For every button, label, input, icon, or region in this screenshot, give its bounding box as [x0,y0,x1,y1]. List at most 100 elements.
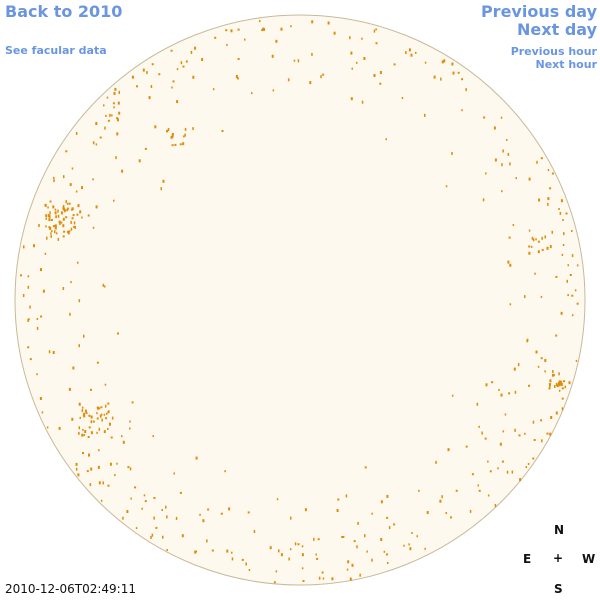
facula-mark [138,159,141,163]
facula-mark [117,101,120,105]
facula-mark [550,416,553,419]
previous-hour-link[interactable]: Previous hour [510,45,597,58]
facula-mark [532,420,535,424]
facula-mark [562,244,565,246]
facula-mark [517,363,520,367]
facula-mark [357,521,359,525]
facula-mark [118,111,121,115]
facula-mark [62,235,65,238]
facula-mark [526,338,529,342]
facula-mark [207,508,210,511]
facula-mark [514,428,516,432]
facula-mark [220,512,223,515]
facula-mark [212,88,215,91]
facula-mark [502,430,505,433]
facula-mark [106,96,109,99]
facula-mark [244,38,246,41]
facula-mark [540,295,543,298]
facula-mark [65,200,67,204]
facula-mark [74,225,76,229]
facula-mark [192,127,194,131]
facula-mark [512,224,515,226]
facula-mark [50,234,52,238]
facula-mark [23,245,25,249]
facula-mark [52,205,55,209]
facula-mark [373,74,376,77]
back-to-year-link[interactable]: Back to 2010 [5,2,123,21]
previous-day-link[interactable]: Previous day [480,2,597,21]
facula-mark [69,183,72,187]
facula-mark [103,413,106,416]
facula-mark [568,381,571,385]
facula-mark [313,537,315,541]
facula-mark [99,136,102,139]
facula-mark [87,214,90,217]
facula-mark [457,71,460,74]
facula-mark [29,358,32,361]
facula-mark [90,420,93,424]
facula-mark [150,536,152,539]
facula-mark [107,402,110,405]
facula-mark [345,494,348,498]
facula-mark [78,402,81,406]
facula-mark [68,230,71,233]
compass-west-label: W [582,552,596,566]
facula-mark [171,133,174,135]
facula-mark [259,20,261,23]
facula-mark [151,63,154,66]
facula-mark [483,116,486,119]
facula-mark [508,236,511,239]
facula-mark [278,549,280,553]
facula-mark [525,466,528,469]
facula-mark [534,272,536,275]
facula-mark [211,549,214,552]
facula-mark [435,460,437,464]
facula-mark [190,50,193,54]
facula-mark [92,226,95,229]
facula-mark [547,169,550,171]
facula-mark [561,387,564,390]
facula-mark [96,431,98,434]
facula-mark [497,467,499,470]
facula-mark [575,359,578,362]
facula-mark [71,217,74,220]
facula-mark [99,414,102,417]
see-facular-data-link[interactable]: See facular data [5,44,107,57]
facula-mark [118,90,120,94]
facula-mark [559,211,562,215]
facula-mark [411,532,413,534]
facula-mark [113,92,116,95]
facula-mark [98,481,101,485]
facula-mark [322,577,325,580]
facula-mark [347,560,350,564]
facula-mark [152,435,154,438]
facula-mark [104,285,106,288]
facula-mark [351,563,354,567]
facula-mark [122,440,125,444]
facula-mark [131,75,134,79]
facula-mark [69,312,71,316]
next-hour-link[interactable]: Next hour [535,58,598,71]
facula-mark [113,199,115,202]
next-day-link[interactable]: Next day [517,20,597,39]
facula-mark [560,311,563,315]
facula-mark [393,523,396,526]
facula-mark [322,73,325,76]
facula-mark [558,372,560,376]
facula-mark [90,415,93,419]
facula-mark [509,303,512,306]
facula-mark [439,499,442,503]
facula-mark [309,81,311,84]
facula-mark [83,434,86,436]
facula-mark [166,515,168,519]
facula-mark [546,246,549,250]
facula-mark [535,350,538,354]
facula-mark [72,214,75,217]
facula-mark [493,126,496,130]
facula-mark [287,78,290,82]
facula-mark [158,73,161,76]
facula-mark [44,252,47,255]
facula-mark [294,542,297,546]
facula-mark [20,274,22,277]
